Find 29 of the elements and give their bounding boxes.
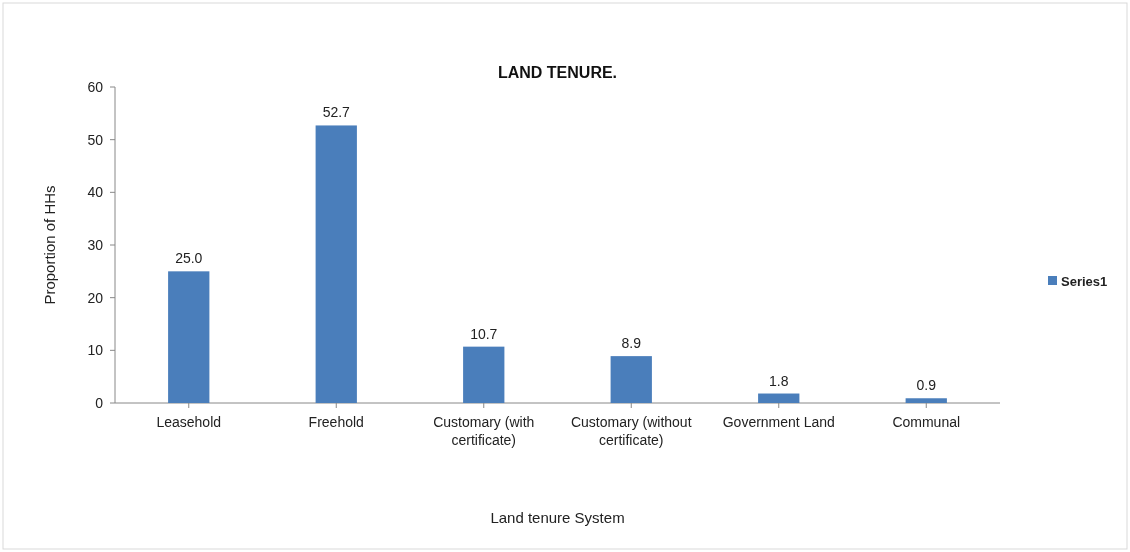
bar xyxy=(315,125,357,403)
data-label: 52.7 xyxy=(322,104,351,121)
legend-label: Series1 xyxy=(1061,273,1108,289)
x-tick-label: Government Land xyxy=(722,414,835,430)
bar xyxy=(758,393,800,403)
y-tick-label: 40 xyxy=(87,184,104,201)
bar xyxy=(463,346,505,403)
x-tick-label: Customary (without certificate) xyxy=(570,414,692,448)
y-tick-label: 0 xyxy=(95,394,104,411)
y-axis-title: Proportion of HHs xyxy=(41,185,58,305)
bar xyxy=(610,356,652,403)
x-axis-title: Land tenure System xyxy=(490,509,625,526)
x-tick-label: Freehold xyxy=(308,414,364,430)
bar xyxy=(905,398,947,403)
data-label: 1.8 xyxy=(769,372,789,389)
y-tick-label: 30 xyxy=(87,236,104,253)
data-label: 10.7 xyxy=(470,325,498,342)
y-tick-label: 60 xyxy=(87,78,104,95)
x-tick-label: Customary (with certificate) xyxy=(433,414,535,448)
x-tick-label: Communal xyxy=(892,414,961,430)
data-label: 8.9 xyxy=(621,335,642,352)
y-tick-label: 20 xyxy=(87,289,104,306)
y-tick-label: 10 xyxy=(87,342,104,359)
x-tick-label: Leasehold xyxy=(156,414,222,430)
data-label: 0.9 xyxy=(916,377,937,394)
y-tick-label: 50 xyxy=(87,131,104,148)
bar xyxy=(168,271,210,403)
chart-title: LAND TENURE. xyxy=(497,64,618,81)
data-label: 25.0 xyxy=(175,250,203,267)
